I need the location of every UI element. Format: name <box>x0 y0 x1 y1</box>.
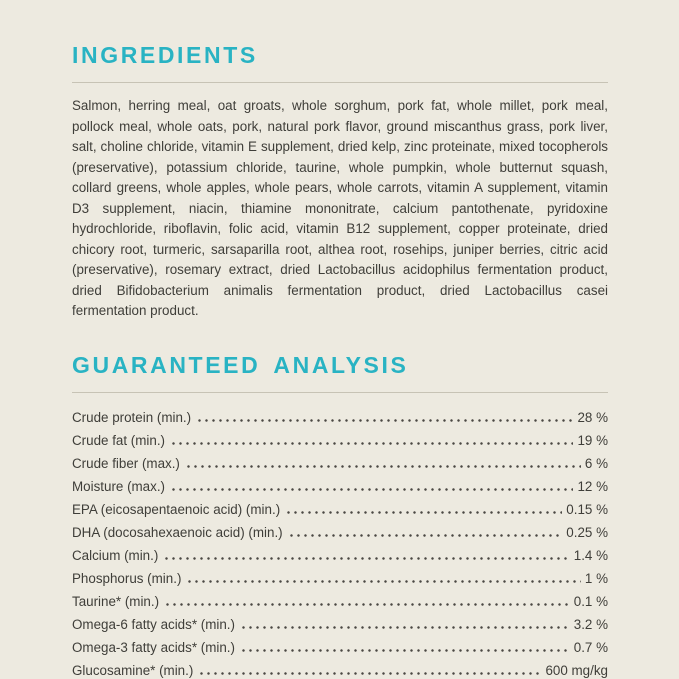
analysis-row-crude-protein: Crude protein (min.) 28 % <box>72 406 608 429</box>
analysis-row-omega3: Omega-3 fatty acids* (min.) 0.7 % <box>72 636 608 659</box>
analysis-row-value: 28 % <box>577 409 608 425</box>
analysis-row-value: 0.25 % <box>566 524 608 540</box>
dotted-leader <box>239 648 570 652</box>
analysis-row-taurine: Taurine* (min.) 0.1 % <box>72 590 608 613</box>
analysis-row-dha: DHA (docosahexaenoic acid) (min.) 0.25 % <box>72 521 608 544</box>
analysis-row-calcium: Calcium (min.) 1.4 % <box>72 544 608 567</box>
dotted-leader <box>163 556 570 560</box>
analysis-rows: Crude protein (min.) 28 % Crude fat (min… <box>72 406 608 679</box>
analysis-row-value: 6 % <box>584 455 608 471</box>
guaranteed-analysis-section: GUARANTEED ANALYSIS Crude protein (min.)… <box>72 352 608 679</box>
analysis-row-label: Phosphorus (min.) <box>72 570 182 586</box>
ingredients-section: INGREDIENTS Salmon, herring meal, oat gr… <box>72 42 608 322</box>
analysis-row-label: Crude protein (min.) <box>72 409 192 425</box>
dotted-leader <box>196 418 574 422</box>
dotted-leader <box>285 510 563 514</box>
dotted-leader <box>186 579 581 583</box>
analysis-row-moisture: Moisture (max.) 12 % <box>72 475 608 498</box>
ingredients-text: Salmon, herring meal, oat groats, whole … <box>72 98 608 318</box>
analysis-row-value: 12 % <box>577 478 608 494</box>
dotted-leader <box>170 441 574 445</box>
analysis-row-label: Taurine* (min.) <box>72 593 160 609</box>
analysis-row-crude-fat: Crude fat (min.) 19 % <box>72 429 608 452</box>
analysis-row-value: 600 mg/kg <box>545 662 608 678</box>
ingredients-divider <box>72 82 608 83</box>
analysis-row-label: EPA (eicosapentaenoic acid) (min.) <box>72 501 281 517</box>
analysis-row-label: Omega-3 fatty acids* (min.) <box>72 639 235 655</box>
dotted-leader <box>164 602 570 606</box>
analysis-row-label: Omega-6 fatty acids* (min.) <box>72 616 235 632</box>
dotted-leader <box>239 625 570 629</box>
guaranteed-analysis-title: GUARANTEED ANALYSIS <box>72 351 409 378</box>
analysis-row-label: DHA (docosahexaenoic acid) (min.) <box>72 524 283 540</box>
analysis-row-label: Glucosamine* (min.) <box>72 662 194 678</box>
analysis-row-value: 3.2 % <box>573 616 608 632</box>
analysis-row-value: 19 % <box>577 432 608 448</box>
analysis-row-phosphorus: Phosphorus (min.) 1 % <box>72 567 608 590</box>
ingredients-title: INGREDIENTS <box>72 42 258 68</box>
analysis-row-epa: EPA (eicosapentaenoic acid) (min.) 0.15 … <box>72 498 608 521</box>
analysis-row-label: Calcium (min.) <box>72 547 159 563</box>
analysis-row-label: Crude fiber (max.) <box>72 455 180 471</box>
analysis-row-label: Moisture (max.) <box>72 478 166 494</box>
dotted-leader <box>184 464 581 468</box>
analysis-row-label: Crude fat (min.) <box>72 432 166 448</box>
analysis-row-omega6: Omega-6 fatty acids* (min.) 3.2 % <box>72 613 608 636</box>
analysis-divider <box>72 391 608 393</box>
analysis-row-value: 1.4 % <box>573 547 608 563</box>
analysis-row-value: 0.1 % <box>573 593 608 609</box>
analysis-row-value: 0.15 % <box>566 501 608 517</box>
analysis-row-value: 1 % <box>584 570 608 586</box>
analysis-row-crude-fiber: Crude fiber (max.) 6 % <box>72 452 608 475</box>
dotted-leader <box>287 533 563 537</box>
dotted-leader <box>198 671 542 675</box>
analysis-row-value: 0.7 % <box>573 639 608 655</box>
analysis-row-glucosamine: Glucosamine* (min.) 600 mg/kg <box>72 659 608 679</box>
dotted-leader <box>170 487 574 491</box>
